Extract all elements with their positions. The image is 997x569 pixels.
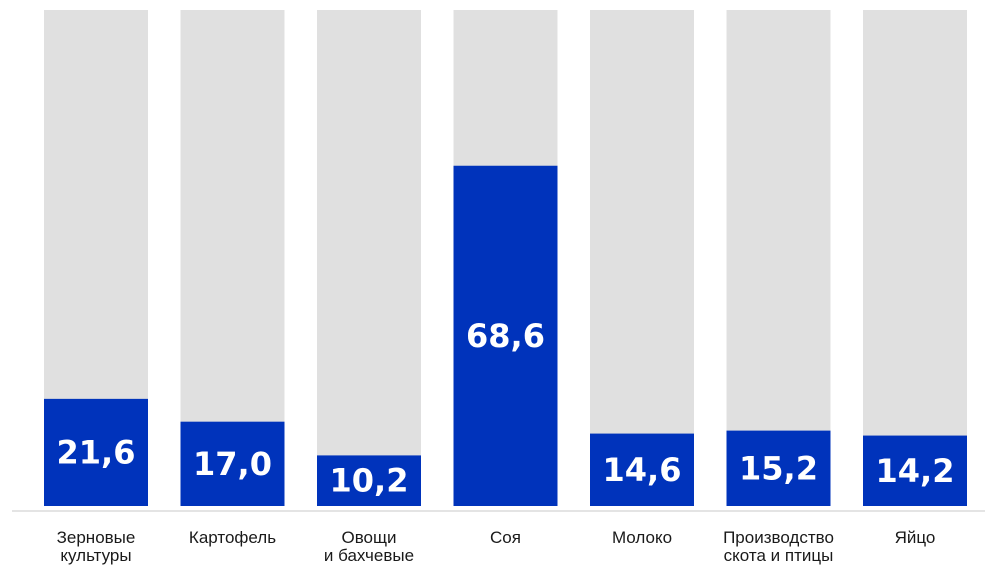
bar bbox=[590, 433, 694, 506]
bar bbox=[180, 421, 285, 506]
category-label-line: Зерновые bbox=[57, 528, 136, 547]
bar-track bbox=[590, 10, 694, 506]
category-label-line: Яйцо bbox=[895, 528, 936, 547]
data-label: 17,0 bbox=[193, 445, 272, 483]
data-label: 14,2 bbox=[876, 452, 955, 490]
category-label: Зерновые культуры bbox=[57, 528, 136, 565]
category-label-line: и бахчевые bbox=[324, 546, 414, 565]
bar bbox=[453, 165, 558, 506]
category-label: Картофель bbox=[189, 528, 276, 547]
category-label-line: скота и птицы bbox=[724, 546, 834, 565]
category-label-line: Производство bbox=[723, 528, 834, 547]
category-label-layer: Зерновые культуры Картофель Овощи и бахчевые… bbox=[57, 528, 936, 565]
data-label: 21,6 bbox=[57, 433, 136, 471]
bar-layer bbox=[44, 165, 967, 506]
category-label: Производство скота и птицы bbox=[723, 528, 834, 565]
bar-track bbox=[317, 10, 421, 506]
category-label-line: Картофель bbox=[189, 528, 276, 547]
value-label-layer: 21,6 17,0 10,2 68,6 14,6 15,2 14,2 bbox=[57, 317, 955, 500]
category-label-line: Соя bbox=[490, 528, 521, 547]
category-label-line: Овощи bbox=[341, 528, 396, 547]
category-label: Соя bbox=[490, 528, 521, 547]
category-label-line: Молоко bbox=[612, 528, 672, 547]
bar bbox=[317, 455, 421, 506]
data-label: 68,6 bbox=[466, 317, 545, 355]
bar bbox=[44, 398, 148, 506]
data-label: 15,2 bbox=[739, 449, 818, 487]
bar bbox=[863, 435, 967, 506]
category-label: Молоко bbox=[612, 528, 672, 547]
data-label: 14,6 bbox=[603, 451, 682, 489]
bar-track-layer bbox=[44, 10, 967, 506]
category-label: Яйцо bbox=[895, 528, 936, 547]
bar bbox=[726, 430, 831, 506]
bar-track bbox=[726, 10, 831, 506]
category-label: Овощи и бахчевые bbox=[324, 528, 414, 565]
data-label: 10,2 bbox=[330, 462, 409, 500]
bar-track bbox=[863, 10, 967, 506]
category-label-line: культуры bbox=[60, 546, 131, 565]
